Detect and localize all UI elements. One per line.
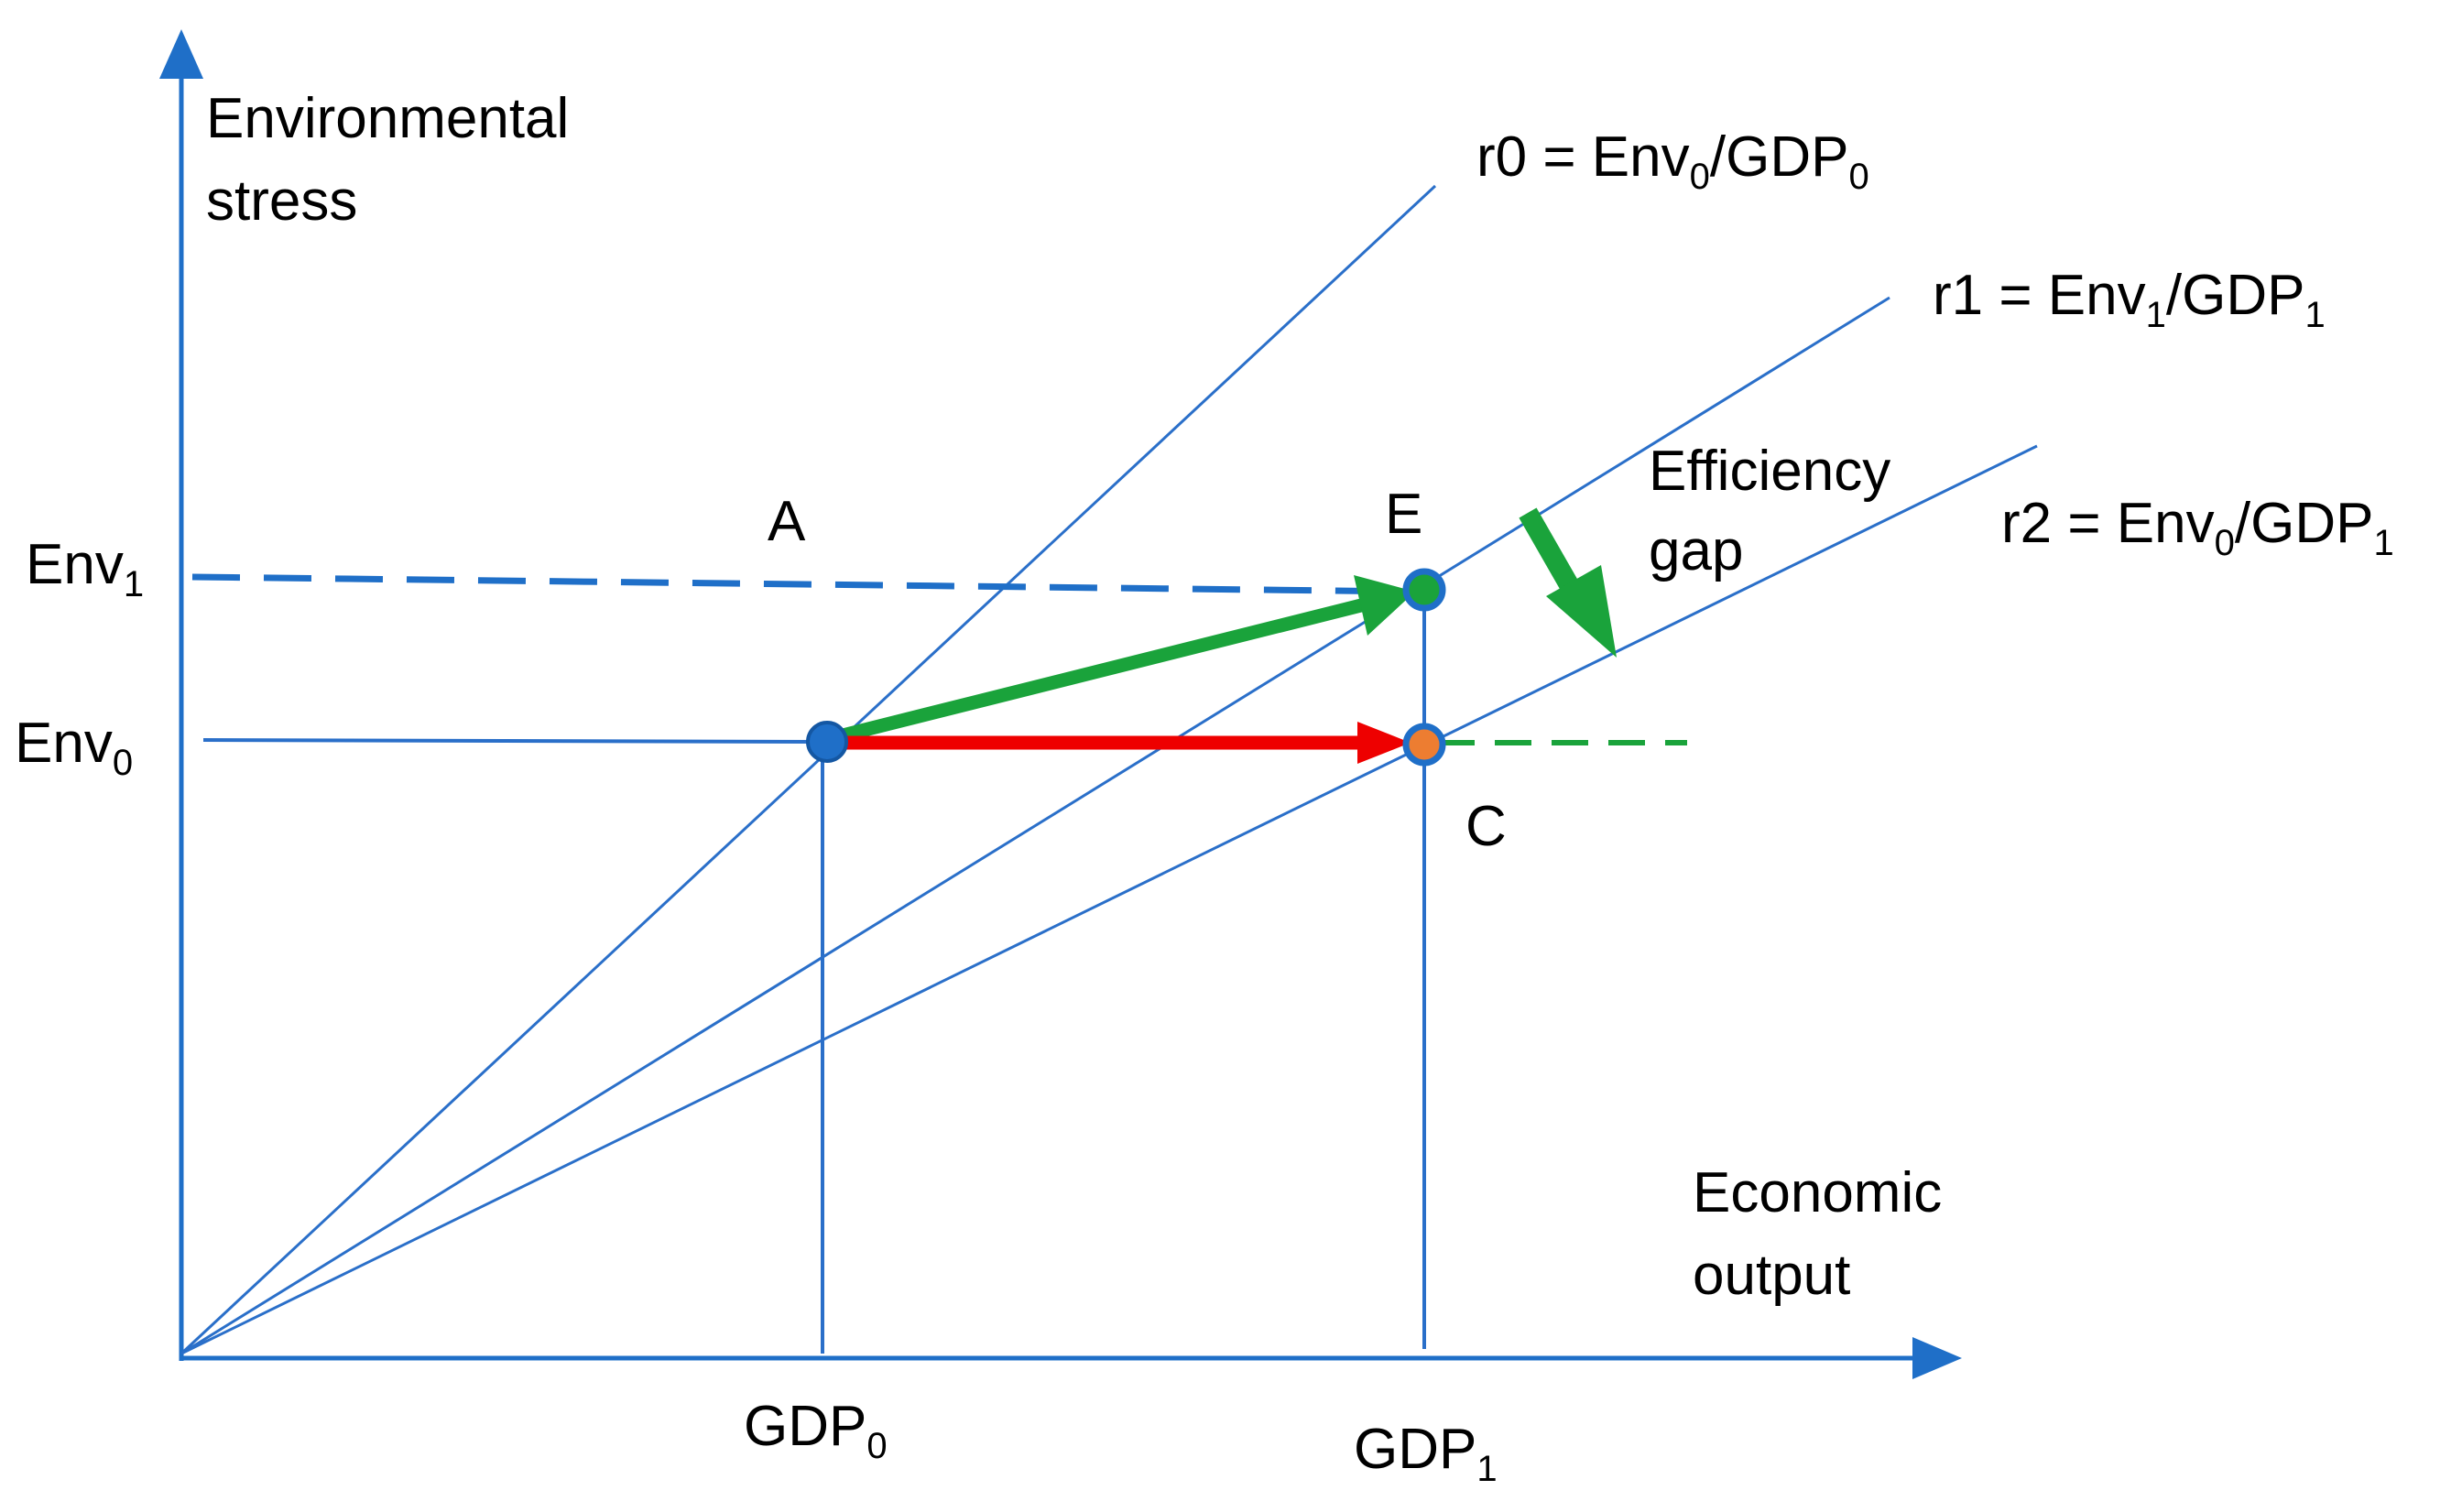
x-axis-label-line2: output (1693, 1244, 1850, 1307)
ray-r2-label: r2 = Env0/GDP1 (2001, 492, 2394, 563)
ray-r1-label: r1 = Env1/GDP1 (1933, 264, 2326, 335)
point-c-marker (1402, 723, 1446, 767)
gdp0-tick-label: GDP0 (744, 1395, 888, 1466)
gdp1-tick-label: GDP1 (1354, 1418, 1498, 1489)
env1-dashed-line (191, 573, 1416, 595)
ray-r0 (180, 184, 1437, 1355)
y-axis (159, 29, 203, 1361)
y-axis-arrowhead (159, 29, 203, 79)
point-a-marker (806, 721, 848, 763)
ray-r1 (180, 296, 1890, 1355)
x-axis-arrowhead (1912, 1337, 1962, 1379)
y-axis-label-line2: stress (206, 169, 357, 233)
y-axis-label-line1: Environmental (206, 87, 569, 150)
point-a-label: A (768, 490, 806, 553)
ray-r2 (180, 444, 2038, 1355)
x-axis (180, 1337, 1962, 1379)
efficiency-gap-arrow (1519, 507, 1617, 658)
efficiency-gap-label-line2: gap (1649, 519, 1743, 582)
env0-line (202, 738, 823, 744)
env1-tick-label: Env1 (26, 533, 144, 604)
env0-tick-label: Env0 (15, 712, 133, 783)
efficiency-gap-label-line1: Efficiency (1649, 440, 1890, 503)
point-e-marker (1402, 568, 1446, 612)
x-axis-label-line1: Economic (1693, 1161, 1942, 1224)
point-e-label: E (1385, 483, 1422, 546)
decoupling-arrow-a-to-c (838, 722, 1411, 764)
growth-arrow-a-to-e (833, 575, 1415, 745)
point-c-label: C (1465, 795, 1507, 858)
ray-r0-label: r0 = Env0/GDP0 (1476, 125, 1869, 197)
